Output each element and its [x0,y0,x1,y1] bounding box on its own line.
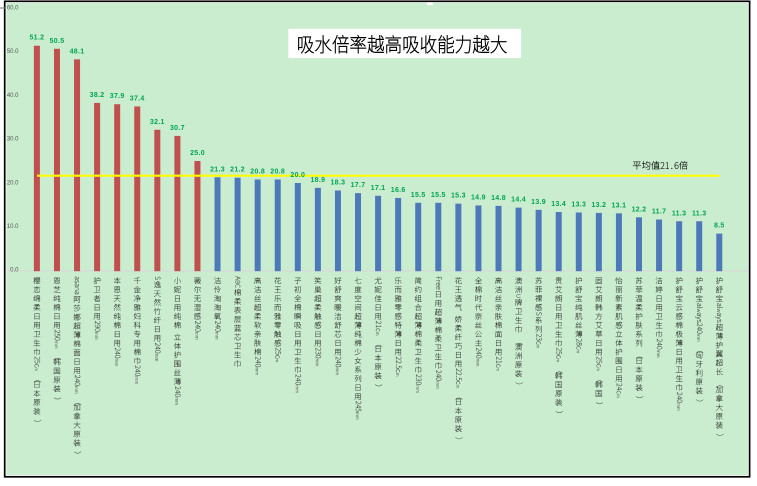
svg-text:13.2: 13.2 [591,202,606,209]
svg-text:20.0: 20.0 [7,180,19,186]
svg-text:11.7: 11.7 [652,209,666,216]
svg-text:11.3: 11.3 [692,210,706,217]
svg-text:14.8: 14.8 [491,195,506,202]
svg-text:8.5: 8.5 [714,223,725,230]
svg-text:25.0: 25.0 [190,150,205,157]
svg-text:51.2: 51.2 [29,35,44,42]
svg-text:18.9: 18.9 [310,177,325,184]
svg-text:20.8: 20.8 [270,169,285,176]
svg-text:14.4: 14.4 [511,197,526,204]
svg-text:20.8: 20.8 [250,169,265,176]
svg-text:15.3: 15.3 [451,193,466,200]
svg-text:15.5: 15.5 [431,192,446,199]
svg-text:10.0: 10.0 [7,224,19,230]
svg-text:60.0: 60.0 [7,6,19,12]
svg-text:40.0: 40.0 [7,93,19,99]
svg-text:13.9: 13.9 [531,199,546,206]
svg-text:13.3: 13.3 [571,202,586,209]
svg-text:38.2: 38.2 [90,92,105,99]
svg-text:12.2: 12.2 [632,206,647,213]
svg-text:16.6: 16.6 [391,187,406,194]
svg-text:13.4: 13.4 [551,201,566,208]
svg-text:21.3: 21.3 [210,166,225,173]
svg-text:21.2: 21.2 [230,167,245,174]
svg-text:18.3: 18.3 [330,180,345,187]
svg-text:17.1: 17.1 [371,185,386,192]
svg-text:11.3: 11.3 [672,210,686,217]
svg-text:37.4: 37.4 [130,95,145,102]
svg-text:32.1: 32.1 [150,119,165,126]
svg-text:50.5: 50.5 [50,38,65,45]
svg-text:30.7: 30.7 [170,125,185,132]
svg-text:30.0: 30.0 [7,137,19,143]
svg-text:13.1: 13.1 [611,202,626,209]
svg-text:50.0: 50.0 [7,49,19,55]
svg-text:48.1: 48.1 [70,48,85,55]
svg-text:37.9: 37.9 [110,93,125,100]
svg-text:15.5: 15.5 [411,192,426,199]
svg-text:17.7: 17.7 [351,182,366,189]
svg-text:20.0: 20.0 [290,172,305,179]
svg-text:0.0: 0.0 [10,268,19,274]
svg-text:14.9: 14.9 [471,194,486,201]
